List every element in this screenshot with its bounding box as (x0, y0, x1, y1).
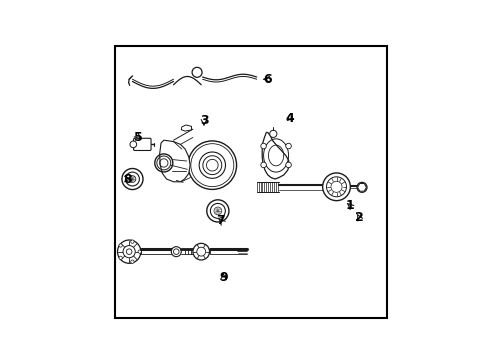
Polygon shape (160, 140, 190, 182)
Ellipse shape (259, 132, 294, 176)
Circle shape (331, 181, 342, 192)
Circle shape (123, 246, 135, 258)
Circle shape (129, 176, 136, 183)
Circle shape (261, 162, 267, 168)
Circle shape (270, 130, 277, 138)
Text: 4: 4 (286, 112, 294, 125)
Text: 7: 7 (216, 214, 225, 227)
Circle shape (118, 240, 141, 263)
Circle shape (125, 172, 140, 186)
Text: 6: 6 (264, 73, 272, 86)
Circle shape (359, 185, 365, 190)
Text: 9: 9 (219, 271, 228, 284)
Circle shape (131, 260, 134, 263)
Polygon shape (181, 125, 192, 131)
Circle shape (131, 240, 134, 243)
Circle shape (122, 168, 143, 190)
Circle shape (214, 207, 222, 215)
Circle shape (173, 249, 179, 255)
Circle shape (193, 243, 210, 260)
Polygon shape (358, 184, 367, 191)
Circle shape (126, 249, 132, 255)
Circle shape (130, 141, 137, 148)
Circle shape (261, 143, 267, 149)
Text: 5: 5 (134, 131, 143, 144)
Circle shape (326, 177, 346, 197)
Circle shape (357, 183, 367, 192)
Text: 3: 3 (200, 114, 208, 127)
Text: 1: 1 (345, 199, 354, 212)
Circle shape (207, 200, 229, 222)
Circle shape (286, 162, 292, 168)
Circle shape (322, 173, 350, 201)
Circle shape (197, 247, 206, 256)
Ellipse shape (158, 122, 242, 205)
Text: 8: 8 (123, 172, 132, 185)
Circle shape (119, 244, 122, 247)
Text: 2: 2 (355, 211, 364, 224)
Circle shape (210, 203, 225, 219)
Circle shape (119, 256, 122, 260)
Circle shape (138, 250, 141, 253)
Circle shape (286, 143, 292, 149)
Circle shape (172, 247, 181, 257)
FancyBboxPatch shape (134, 138, 151, 150)
